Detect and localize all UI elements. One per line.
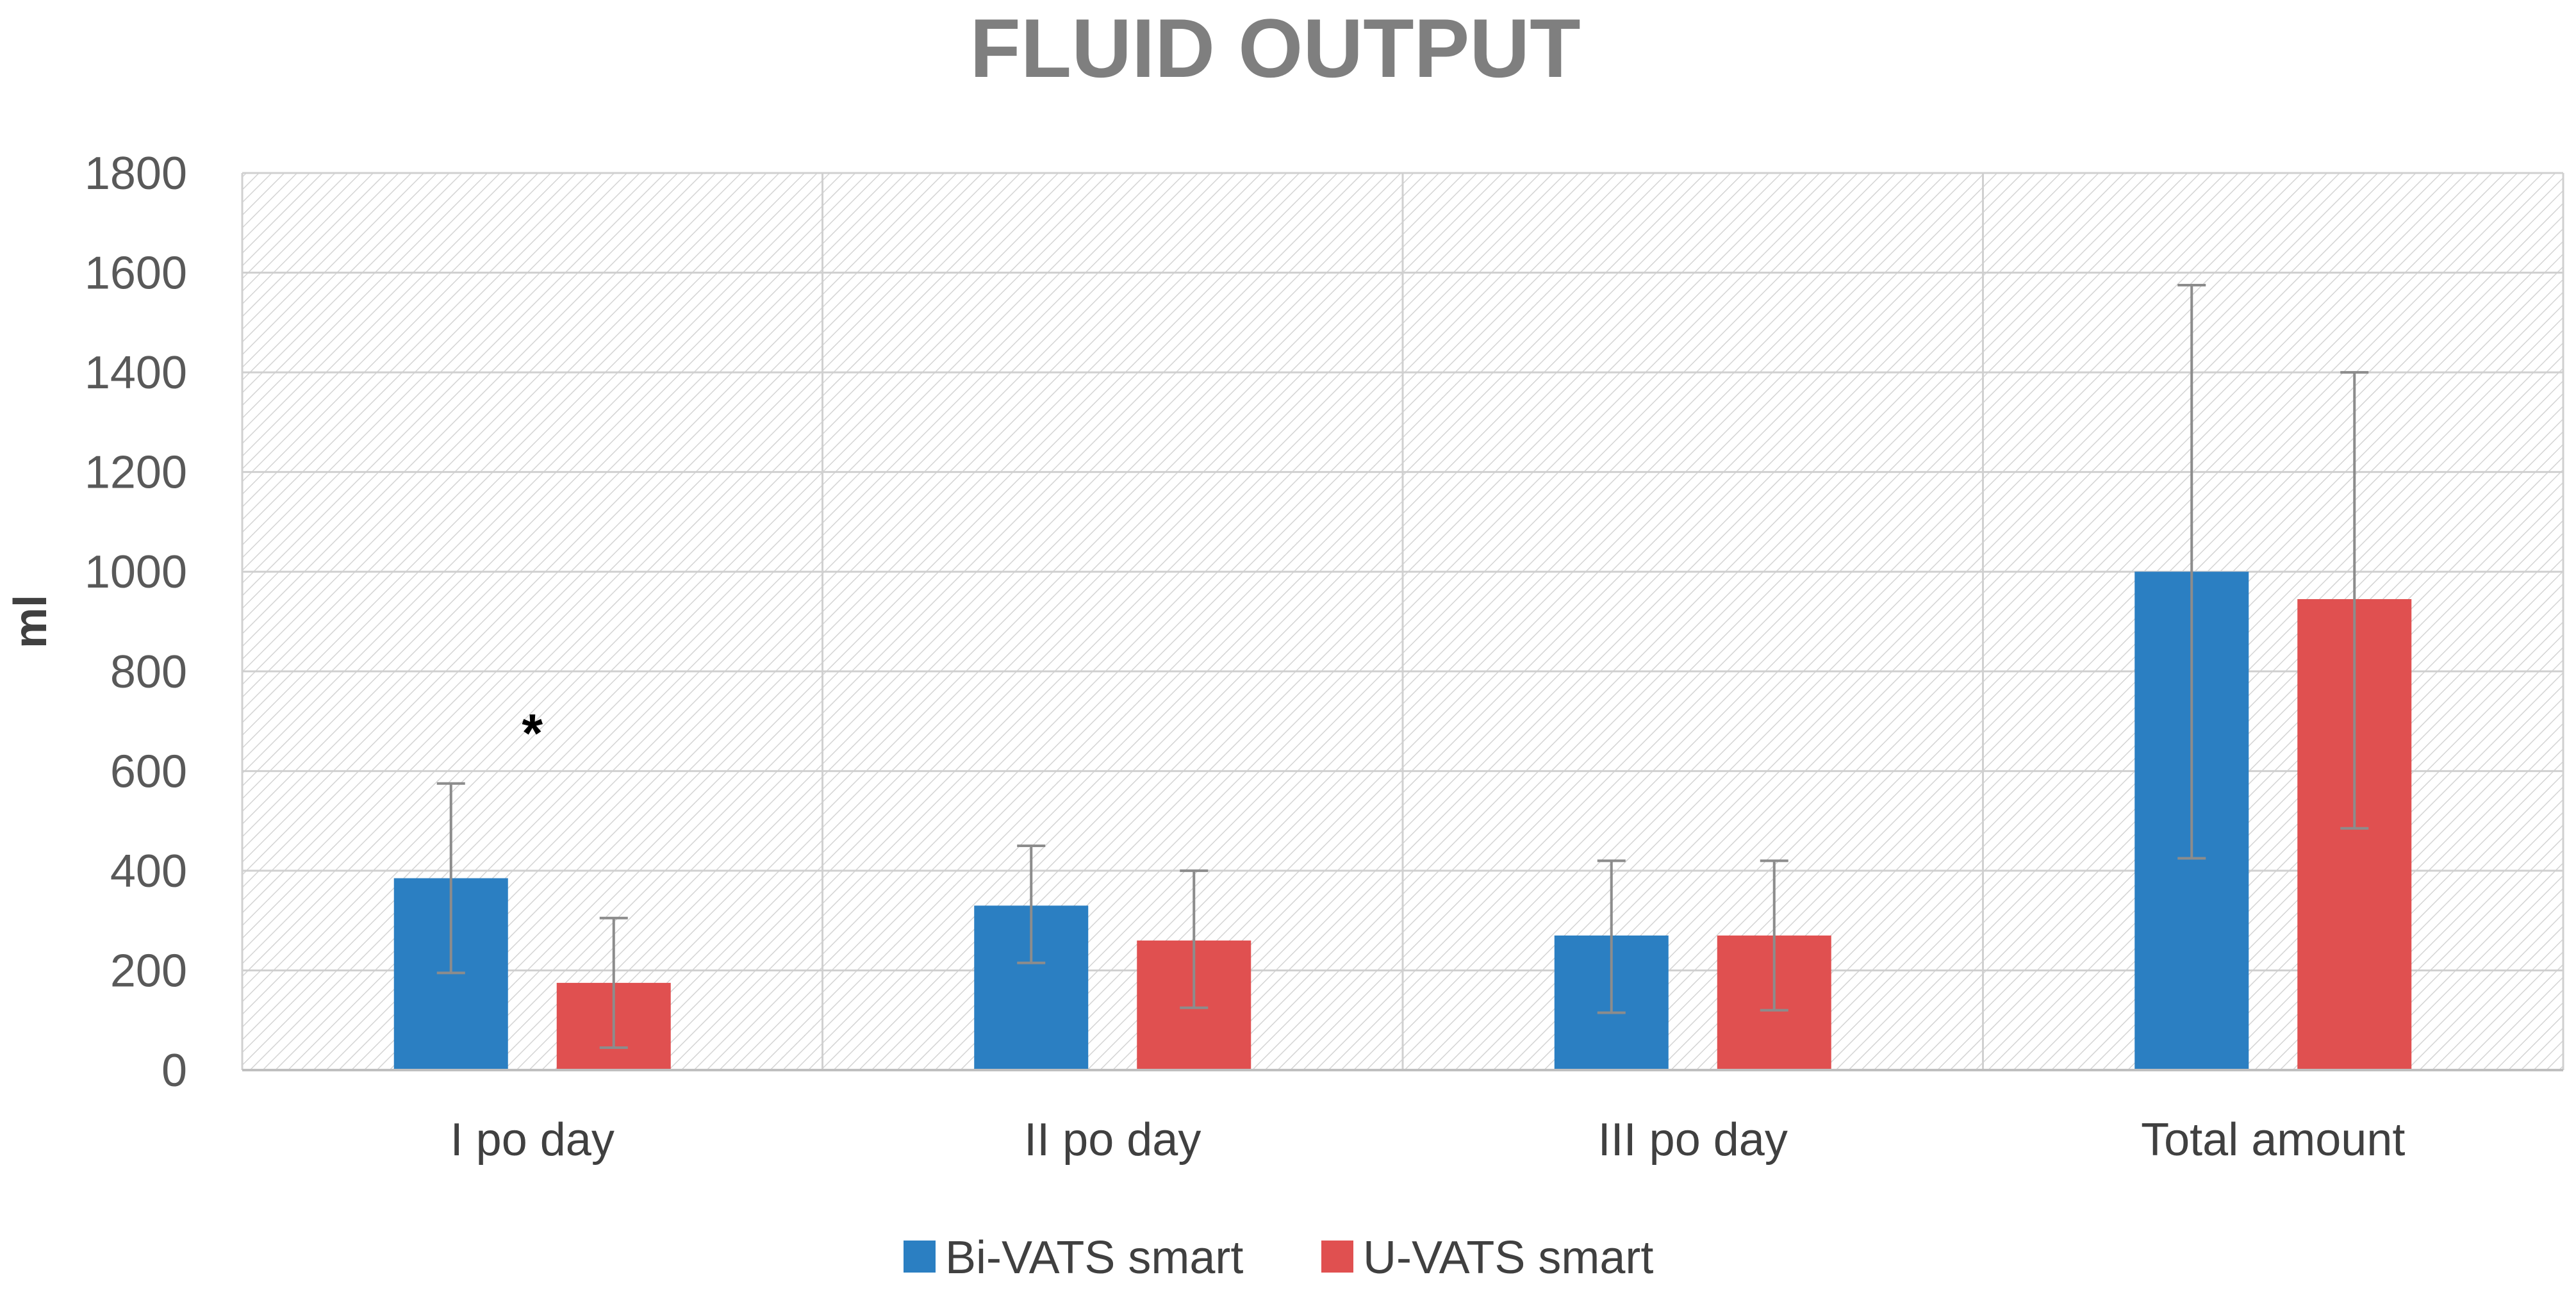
error-bars: [436, 284, 2369, 1049]
y-tick-label: 1800: [85, 148, 187, 199]
y-tick-label: 600: [110, 746, 187, 797]
legend-swatch: [904, 1241, 936, 1273]
x-axis-ticks: I po day II po day III po day Total amount: [450, 1114, 2406, 1166]
y-tick-label: 1200: [85, 447, 187, 499]
y-tick-label: 200: [110, 945, 187, 996]
significance-marker: *: [522, 703, 543, 763]
y-tick-label: 1400: [85, 347, 187, 399]
y-tick-label: 1000: [85, 547, 187, 598]
annotations: *: [522, 703, 543, 763]
chart-title: FLUID OUTPUT: [970, 1, 1580, 95]
y-axis-label: ml: [5, 595, 56, 648]
x-tick-label: Total amount: [2141, 1114, 2405, 1166]
legend-label: U-VATS smart: [1363, 1232, 1653, 1283]
legend-label: Bi-VATS smart: [945, 1232, 1243, 1283]
category-separators: [241, 173, 2564, 1070]
x-tick-label: III po day: [1598, 1114, 1788, 1166]
y-tick-label: 800: [110, 647, 187, 698]
x-tick-label: II po day: [1024, 1114, 1201, 1166]
y-tick-label: 0: [161, 1045, 187, 1096]
legend: Bi-VATS smart U-VATS smart: [904, 1232, 1653, 1283]
plot-area: [241, 172, 2564, 1071]
y-tick-label: 1600: [85, 248, 187, 299]
y-axis-ticks: 0 200 400 600 800 1000 1200 1400 1600 1800: [85, 148, 187, 1096]
y-tick-label: 400: [110, 846, 187, 897]
legend-swatch: [1321, 1241, 1353, 1273]
x-tick-label: I po day: [450, 1114, 615, 1166]
